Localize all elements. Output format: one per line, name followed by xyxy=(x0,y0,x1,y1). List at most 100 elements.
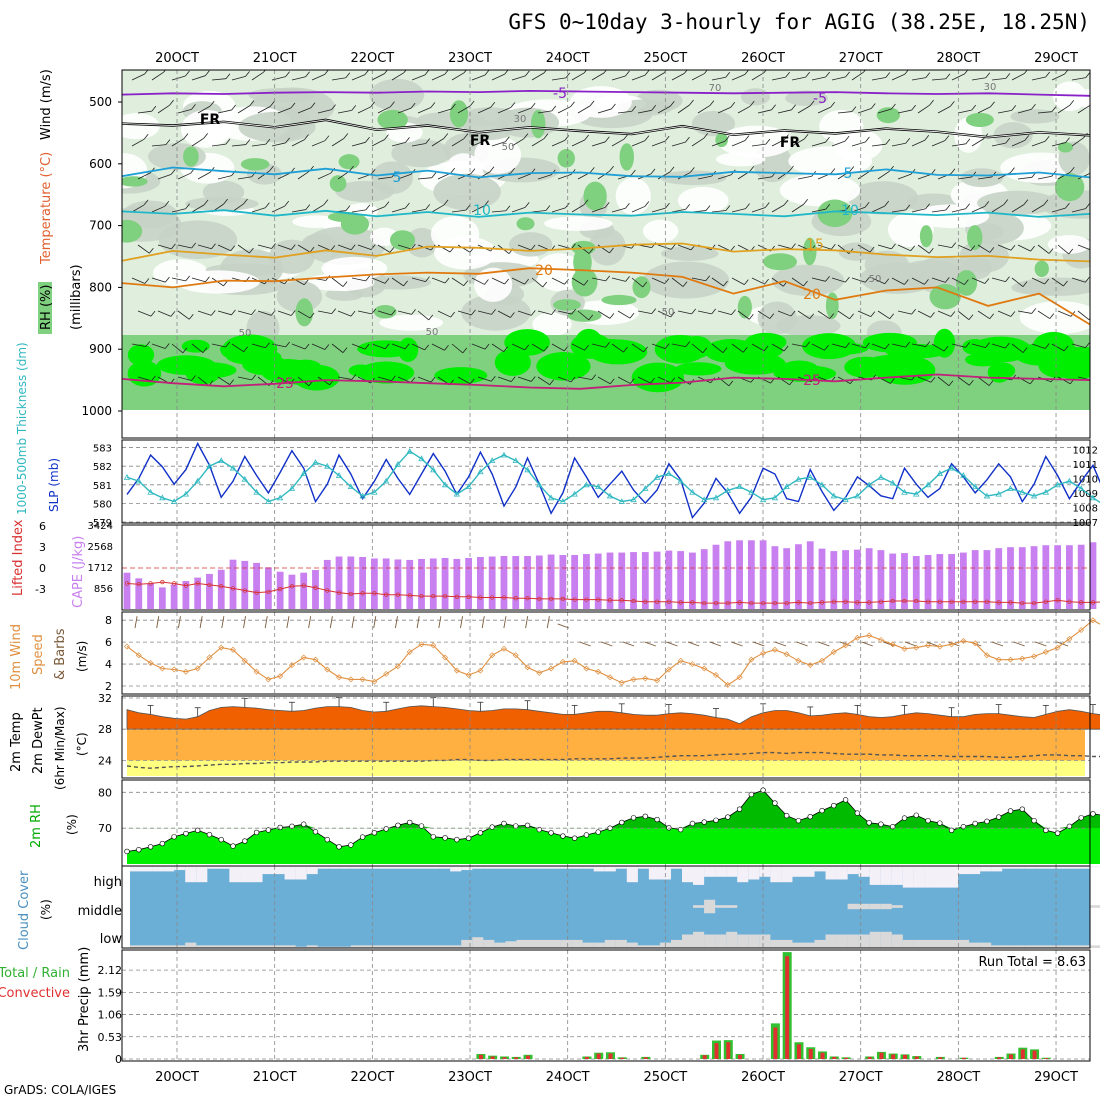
lifted-index-marker xyxy=(1067,599,1072,604)
wind-barb xyxy=(157,310,172,317)
surface-wind-barb xyxy=(600,641,613,647)
wind-speed-marker xyxy=(983,652,990,659)
wind-barb-flag xyxy=(203,133,209,139)
cape-bar xyxy=(912,556,920,609)
thickness-marker xyxy=(771,494,779,501)
wind-barb xyxy=(411,277,426,282)
wind-barb xyxy=(591,141,606,147)
wind-barb xyxy=(817,310,830,320)
thickness-marker xyxy=(123,474,131,480)
cloud-high-cell xyxy=(604,866,616,872)
wind-barb-flag xyxy=(1003,199,1009,205)
wind-barb xyxy=(331,277,344,287)
rh-blob-moist xyxy=(583,181,607,211)
wind-barb-flag xyxy=(345,205,351,211)
rh2m-marker xyxy=(371,830,378,836)
wind-barb xyxy=(657,310,671,318)
wind-barb xyxy=(937,376,950,387)
wind-speed-marker xyxy=(583,665,590,672)
wind-barb-flag xyxy=(803,133,809,140)
wind-barb xyxy=(197,171,211,180)
wind-barb xyxy=(1057,310,1072,317)
wind-barb-flag xyxy=(163,70,166,73)
wind-barb-flag xyxy=(845,276,850,283)
wind-barb xyxy=(837,310,850,320)
wind-speed-marker xyxy=(347,676,354,683)
wind-barb xyxy=(731,74,746,81)
date-tick-bottom: 22OCT xyxy=(350,1070,394,1085)
wind-barb xyxy=(891,142,906,147)
wind-barb xyxy=(611,343,624,353)
wind-barb xyxy=(1031,140,1046,147)
precip-tick: 0 xyxy=(115,1053,122,1066)
wind-barb-flag xyxy=(405,202,410,209)
rh2m-marker xyxy=(937,820,943,826)
thickness-marker xyxy=(335,472,343,478)
lifted-index-marker xyxy=(973,599,978,604)
wind-barb xyxy=(411,343,425,351)
wind-barb xyxy=(691,137,704,147)
wind-barb-flag xyxy=(549,379,554,385)
cloud-high-cell xyxy=(1090,866,1100,868)
wind-barb xyxy=(471,277,485,285)
wind-barb-flag xyxy=(905,341,910,348)
cape-bar xyxy=(194,577,202,609)
wind-barb xyxy=(451,277,464,287)
wind-barb-flag xyxy=(589,100,595,107)
lifted-index-marker xyxy=(384,592,389,597)
panel-upper-air-frame xyxy=(121,69,1091,439)
wind-barb xyxy=(977,176,992,180)
rh2m-marker xyxy=(725,814,731,820)
wind-barb xyxy=(257,106,271,114)
cloud-high-cell xyxy=(1013,866,1025,869)
wind-barb-flag xyxy=(664,343,670,349)
li-tick: 6 xyxy=(39,520,46,533)
wind-speed-marker xyxy=(288,662,295,669)
wind-barb-flag xyxy=(503,346,509,352)
cloud-high-cell xyxy=(339,866,351,869)
wind-barb xyxy=(271,205,285,213)
wind-barb-flag xyxy=(185,275,191,282)
wind-barb xyxy=(557,174,572,180)
wind10m-axis-label: 10m Wind xyxy=(9,624,24,690)
thickness-marker xyxy=(288,485,296,491)
cloud-high-cell xyxy=(251,866,263,883)
rh-contour-label: 50 xyxy=(239,328,252,339)
wind-speed-marker xyxy=(442,654,449,661)
thickness-marker xyxy=(795,475,802,482)
wind-barb xyxy=(211,78,226,81)
cape-bar xyxy=(665,550,673,609)
surface-wind-barb xyxy=(883,641,895,647)
cloud-low-cell xyxy=(174,945,186,948)
wind-barb xyxy=(671,73,685,81)
wind-barb xyxy=(731,140,746,147)
cloud-high-cell xyxy=(439,866,451,869)
wind-barb-flag xyxy=(863,70,866,73)
wind-barb xyxy=(1017,108,1032,114)
wind-barb-flag xyxy=(151,105,157,112)
wind-barb-flag xyxy=(849,313,854,320)
rh2m-marker xyxy=(1066,823,1073,830)
wind-barb xyxy=(1011,140,1025,147)
wind-barb-flag xyxy=(670,244,676,250)
wind-barb xyxy=(291,343,306,350)
wind-barb xyxy=(751,72,765,81)
precip-convective-bar xyxy=(726,1042,731,1059)
date-tick-top: 20OCT xyxy=(155,51,199,66)
wind-barb-flag xyxy=(625,202,630,209)
rh2m-tick: 80 xyxy=(98,786,112,799)
wind-barb xyxy=(137,244,150,254)
cape-bar xyxy=(830,551,838,609)
wind-barb xyxy=(377,244,391,253)
rh-blob-moist xyxy=(122,176,148,187)
panel-precip-frame xyxy=(121,949,1091,1062)
rh-blob-bright xyxy=(504,329,550,356)
wind-speed-marker xyxy=(182,668,189,675)
wind-speed-tick: 8 xyxy=(105,614,112,627)
wind-barb-flag xyxy=(625,276,630,282)
rh2m-marker xyxy=(654,816,660,823)
wind-barb xyxy=(217,244,231,252)
wind-barb xyxy=(951,73,965,81)
wind-barb-flag xyxy=(630,378,635,384)
cape-bar xyxy=(571,555,579,609)
